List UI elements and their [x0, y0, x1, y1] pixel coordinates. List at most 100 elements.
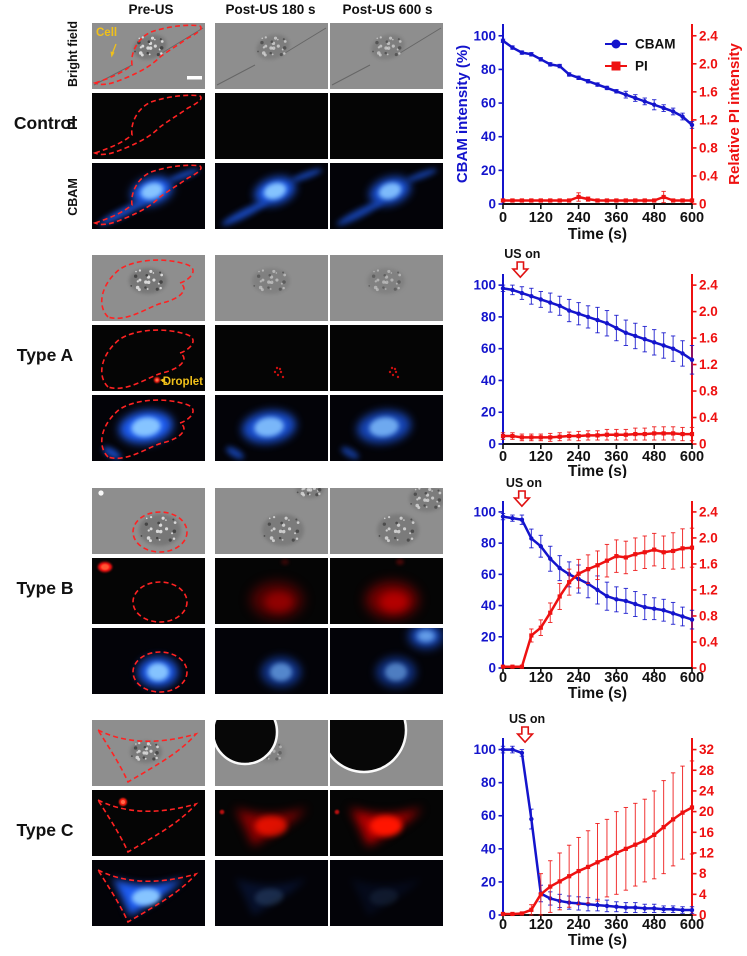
- svg-text:240: 240: [566, 670, 590, 686]
- micrograph-control-pi-pre-us: [92, 93, 205, 159]
- micrograph-type-b-brightfield-pre-us: [92, 488, 205, 554]
- micrograph-control-cbam-post-us-180s: [215, 163, 328, 229]
- micrograph-type-b-brightfield-post-us-600s: [330, 488, 443, 554]
- svg-text:US on: US on: [509, 712, 545, 726]
- svg-text:100: 100: [473, 742, 496, 757]
- column-header-pre-us: Pre-US: [128, 2, 174, 17]
- micrograph-control-cbam-pre-us: [92, 163, 205, 229]
- micrograph-type-a-cbam-post-us-180s: [215, 395, 328, 461]
- micrograph-type-a-brightfield-post-us-600s: [330, 255, 443, 321]
- svg-text:1.2: 1.2: [699, 582, 718, 597]
- svg-text:0: 0: [699, 197, 707, 212]
- svg-text:32: 32: [699, 742, 714, 757]
- micrograph-control-brightfield-post-us-180s: [215, 23, 328, 89]
- svg-text:0.4: 0.4: [699, 634, 718, 649]
- svg-text:80: 80: [481, 536, 496, 551]
- svg-text:40: 40: [481, 373, 496, 388]
- svg-text:600: 600: [680, 670, 704, 686]
- micrograph-type-c-brightfield-pre-us: [92, 720, 205, 786]
- svg-text:1.6: 1.6: [699, 331, 718, 346]
- svg-text:0: 0: [488, 908, 496, 923]
- chart-control: 0 20 40 60 80 100 0 0.4 0.8 1.2 1.6 2.0 2.4 0 120 240 36…: [454, 8, 747, 249]
- svg-text:12: 12: [699, 845, 714, 860]
- svg-text:Time (s): Time (s): [568, 463, 627, 478]
- svg-text:Cell: Cell: [96, 27, 117, 39]
- svg-text:0: 0: [499, 917, 507, 933]
- svg-text:16: 16: [699, 825, 715, 840]
- column-header-post-us-180: Post-US 180 s: [225, 2, 316, 17]
- svg-text:100: 100: [473, 504, 496, 519]
- svg-text:20: 20: [481, 629, 496, 644]
- svg-text:2.4: 2.4: [699, 278, 718, 293]
- svg-text:Time (s): Time (s): [568, 226, 627, 243]
- micrograph-type-a-brightfield-post-us-180s: [215, 255, 328, 321]
- svg-text:2.0: 2.0: [699, 530, 718, 545]
- svg-text:60: 60: [481, 341, 496, 356]
- micrograph-type-a-pi-post-us-180s: [215, 325, 328, 391]
- svg-text:80: 80: [481, 309, 496, 324]
- svg-text:360: 360: [604, 917, 628, 933]
- svg-text:80: 80: [481, 775, 496, 790]
- svg-text:100: 100: [473, 278, 496, 293]
- svg-text:4: 4: [699, 887, 707, 902]
- svg-text:100: 100: [473, 28, 496, 43]
- svg-text:20: 20: [481, 163, 496, 178]
- group-label-control: Control: [13, 113, 77, 133]
- svg-text:480: 480: [642, 449, 666, 465]
- svg-text:40: 40: [481, 129, 496, 144]
- svg-text:60: 60: [481, 567, 496, 582]
- svg-text:0: 0: [488, 437, 496, 452]
- svg-text:CBAM: CBAM: [635, 37, 676, 52]
- svg-text:0: 0: [699, 437, 707, 452]
- svg-text:0: 0: [499, 210, 507, 226]
- micrograph-type-c-brightfield-post-us-180s: [215, 720, 328, 786]
- micrograph-type-c-cbam-pre-us: [92, 860, 205, 926]
- svg-text:80: 80: [481, 62, 496, 77]
- svg-text:1.2: 1.2: [699, 112, 718, 127]
- svg-text:8: 8: [699, 866, 707, 881]
- micrograph-type-c-cbam-post-us-600s: [330, 860, 443, 926]
- svg-text:1.6: 1.6: [699, 84, 718, 99]
- group-label-type-c: Type C: [16, 820, 74, 840]
- svg-text:Time (s): Time (s): [568, 685, 627, 702]
- micrograph-type-a-cbam-pre-us: [92, 395, 205, 461]
- svg-text:2.0: 2.0: [699, 304, 718, 319]
- svg-text:0.8: 0.8: [699, 384, 718, 399]
- micrograph-type-c-pi-post-us-600s: [330, 790, 443, 856]
- svg-text:1.6: 1.6: [699, 556, 718, 571]
- svg-text:120: 120: [529, 917, 553, 933]
- svg-text:PI: PI: [635, 59, 648, 74]
- svg-text:600: 600: [680, 449, 704, 465]
- micrograph-type-c-pi-post-us-180s: [215, 790, 328, 856]
- svg-text:40: 40: [481, 841, 496, 856]
- micrograph-type-a-brightfield-pre-us: [92, 255, 205, 321]
- svg-text:2.4: 2.4: [699, 504, 718, 519]
- micrograph-control-pi-post-us-600s: [330, 93, 443, 159]
- svg-text:US on: US on: [504, 247, 540, 261]
- column-header-post-us-600: Post-US 600 s: [342, 2, 433, 17]
- svg-text:40: 40: [481, 598, 496, 613]
- micrograph-type-b-pi-post-us-180s: [215, 558, 328, 624]
- micrograph-type-b-brightfield-post-us-180s: [215, 488, 328, 554]
- svg-text:600: 600: [680, 917, 704, 933]
- micrograph-type-b-cbam-post-us-600s: [330, 628, 443, 694]
- micrograph-type-c-pi-pre-us: [92, 790, 205, 856]
- svg-text:28: 28: [699, 763, 715, 778]
- micrograph-control-brightfield-pre-us: Cell: [92, 23, 205, 89]
- svg-text:20: 20: [699, 804, 714, 819]
- svg-text:Relative PI intensity: Relative PI intensity: [726, 42, 743, 184]
- micrograph-control-cbam-post-us-600s: [330, 163, 443, 229]
- svg-text:2.4: 2.4: [699, 28, 718, 43]
- svg-text:240: 240: [566, 210, 590, 226]
- svg-text:480: 480: [642, 917, 666, 933]
- svg-text:Time (s): Time (s): [568, 932, 627, 949]
- micrograph-type-b-cbam-pre-us: [92, 628, 205, 694]
- svg-text:0.8: 0.8: [699, 140, 718, 155]
- svg-text:0.8: 0.8: [699, 608, 718, 623]
- svg-text:1.2: 1.2: [699, 357, 718, 372]
- chart-type-a: 0 20 40 60 80 100 0 0.4 0.8 1.2 1.6 2.0 2.4 0 120 240 36…: [455, 246, 747, 483]
- svg-text:0: 0: [488, 197, 496, 212]
- svg-text:120: 120: [529, 449, 553, 465]
- svg-text:240: 240: [566, 917, 590, 933]
